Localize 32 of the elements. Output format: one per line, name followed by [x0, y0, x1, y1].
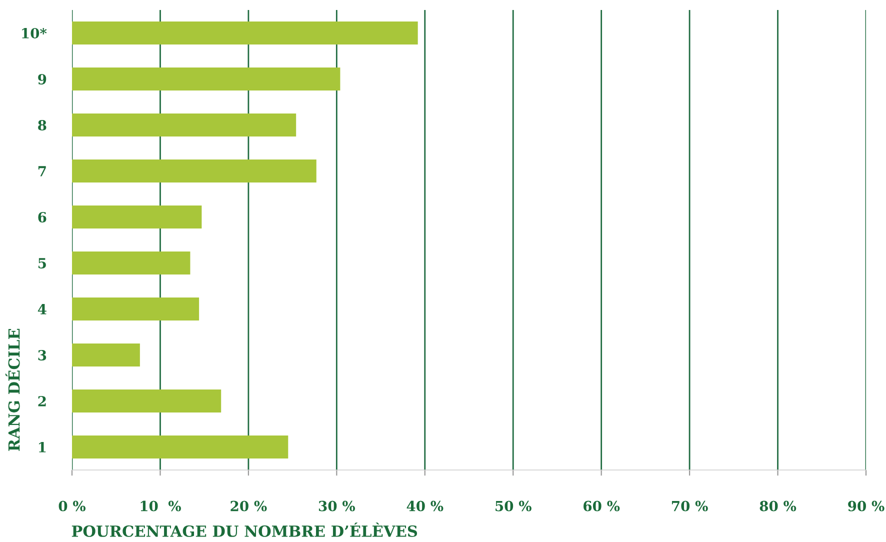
- y-tick-label: 6: [38, 212, 46, 222]
- x-tick-label: 60 %: [584, 500, 620, 512]
- x-tick-label: 20 %: [230, 500, 267, 512]
- y-tick-label: 3: [38, 350, 46, 360]
- y-tick-label: 5: [38, 258, 46, 268]
- y-tick-label: 7: [38, 166, 46, 176]
- bar: [72, 298, 200, 320]
- y-axis-title: RANG DÉCILE: [5, 328, 20, 451]
- bar: [72, 68, 340, 90]
- y-tick-label: 8: [38, 120, 46, 130]
- bar: [72, 206, 202, 228]
- y-tick-label: 4: [38, 304, 46, 314]
- x-tick-label: 80 %: [760, 500, 796, 512]
- x-tick-label: 40 %: [406, 500, 444, 512]
- bar: [72, 114, 296, 136]
- x-tick-label: 90 %: [848, 500, 884, 512]
- y-tick-label: 1: [39, 442, 46, 452]
- y-tick-label: 10*: [22, 28, 47, 38]
- y-tick-label: 2: [38, 396, 46, 406]
- bar: [72, 436, 288, 458]
- x-tick-label: 10 %: [140, 500, 181, 512]
- x-tick-label: 70 %: [672, 500, 708, 512]
- x-tick-label: 0 %: [58, 500, 86, 512]
- bar: [72, 390, 222, 412]
- bar: [72, 344, 140, 366]
- x-axis-title: POURCENTAGE DU NOMBRE D’ÉLÈVES: [72, 522, 418, 537]
- y-tick-label: 9: [38, 74, 46, 84]
- bar: [72, 252, 190, 274]
- x-tick-label: 50 %: [496, 500, 532, 512]
- x-tick-label: 30 %: [318, 500, 356, 512]
- bar: [72, 22, 418, 44]
- bar: [72, 160, 316, 182]
